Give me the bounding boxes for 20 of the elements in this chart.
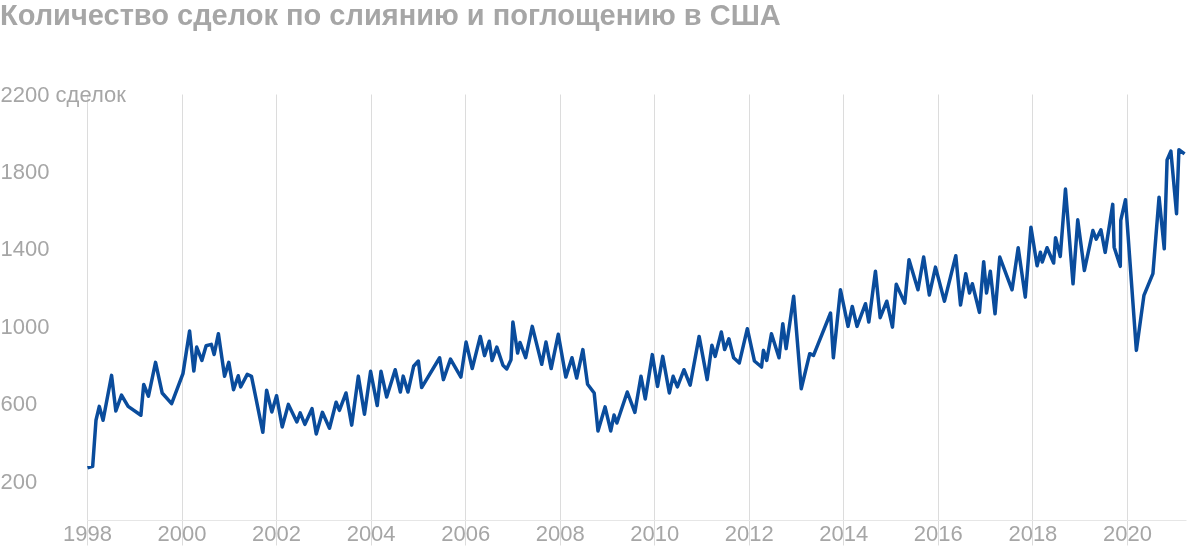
x-tick-label: 2020	[1102, 520, 1152, 546]
x-tick-label: 2006	[441, 520, 491, 546]
line-series	[87, 148, 1186, 470]
y-tick-label: 1000	[0, 313, 50, 339]
chart-title: Количество сделок по слиянию и поглощению в США	[0, 0, 781, 31]
x-tick-label: 1998	[63, 520, 112, 546]
y-tick-label: 200	[0, 468, 38, 494]
x-tick-label: 2004	[346, 520, 396, 546]
x-tick-label: 2014	[819, 520, 869, 546]
x-tick-label: 2002	[252, 520, 302, 546]
x-tick-label: 2008	[535, 520, 585, 546]
x-tick-label: 2000	[157, 520, 207, 546]
x-tick-label: 2010	[630, 520, 680, 546]
y-tick-label: 600	[0, 391, 38, 417]
y-tick-label: 2200 сделок	[0, 81, 127, 107]
x-tick-label: 2016	[913, 520, 963, 546]
y-tick-label: 1800	[0, 158, 50, 184]
y-tick-label: 1400	[0, 236, 50, 262]
x-tick-label: 2012	[724, 520, 774, 546]
x-tick-label: 2018	[1008, 520, 1058, 546]
